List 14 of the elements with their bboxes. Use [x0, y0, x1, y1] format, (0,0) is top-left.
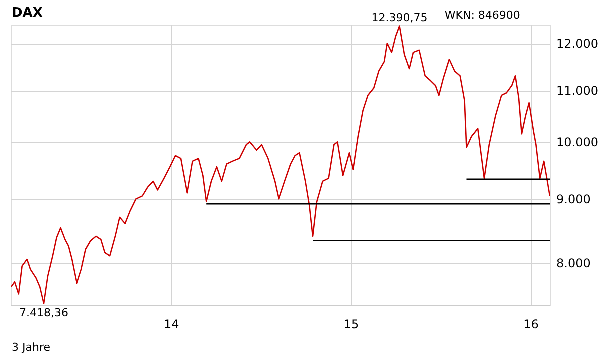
y-tick-label: 9.000 — [556, 192, 591, 207]
y-tick-label: 8.000 — [556, 256, 591, 270]
y-tick-label: 11.000 — [556, 84, 598, 98]
text: WKN: 846900 — [444, 9, 520, 22]
x-tick-label: 15 — [344, 318, 360, 332]
line-series — [11, 26, 550, 304]
x-tick-label: 14 — [164, 318, 180, 332]
annotation: 12.390,75 — [372, 11, 428, 24]
y-tick-label: 12.000 — [556, 37, 598, 52]
chart-title: DAX — [12, 6, 43, 21]
annotation: 7.418,36 — [20, 306, 69, 320]
y-tick-label: 10.000 — [556, 136, 598, 150]
x-tick-label: 16 — [524, 318, 539, 332]
text: 3 Jahre — [12, 341, 51, 354]
